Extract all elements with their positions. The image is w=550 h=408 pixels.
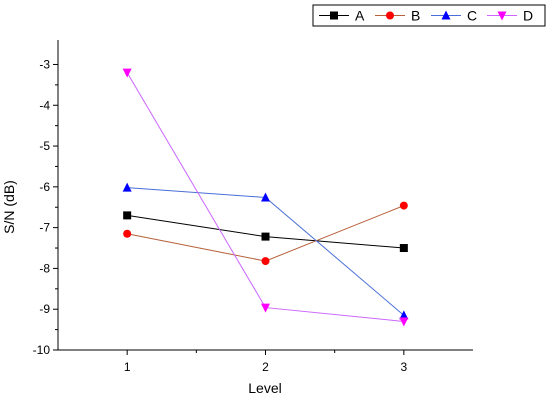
- data-point-b: [261, 257, 270, 266]
- data-point-d: [261, 303, 270, 313]
- series-b: [123, 201, 408, 266]
- legend-marker-c: [441, 10, 451, 20]
- y-tick-label: -9: [39, 302, 50, 316]
- legend-label-d: D: [523, 8, 533, 24]
- y-tick-label: -4: [39, 98, 50, 112]
- legend-item-d: D: [487, 8, 533, 24]
- legend-item-a: A: [319, 8, 365, 24]
- y-tick-label: -10: [33, 343, 51, 357]
- data-point-d: [399, 317, 409, 327]
- data-point-a: [399, 244, 408, 253]
- data-point-c: [399, 310, 409, 320]
- legend-label-c: C: [467, 8, 477, 24]
- series-a: [123, 211, 408, 253]
- legend: A B C D: [312, 4, 546, 27]
- data-point-b: [399, 201, 408, 210]
- legend-item-b: B: [375, 8, 420, 24]
- legend-marker-a: [330, 11, 338, 20]
- legend-label-b: B: [411, 8, 420, 24]
- y-tick-label: -5: [39, 139, 50, 153]
- x-tick-label: 3: [400, 360, 407, 374]
- series-c: [122, 182, 409, 320]
- data-point-a: [261, 232, 270, 241]
- legend-marker-b: [386, 11, 394, 20]
- data-point-a: [123, 211, 132, 220]
- legend-box: [312, 4, 546, 27]
- data-point-b: [123, 229, 132, 238]
- x-axis-label: Level: [248, 380, 281, 396]
- axes: -10 -9 -8 -7 -6 -5 -4 -3 1 2 3: [33, 40, 473, 374]
- series-layer: [122, 68, 409, 327]
- legend-label-a: A: [355, 8, 365, 24]
- series-line-a: [127, 214, 404, 249]
- series-d: [122, 68, 409, 327]
- y-axis-label: S/N (dB): [1, 180, 17, 234]
- series-line-c: [127, 187, 405, 316]
- data-point-c: [261, 192, 270, 202]
- x-tick-label: 1: [124, 360, 131, 374]
- data-point-c: [122, 182, 132, 192]
- y-tick-label: -7: [39, 221, 50, 235]
- legend-marker-d: [497, 11, 507, 21]
- y-tick-label: -8: [39, 261, 50, 275]
- legend-item-c: C: [431, 8, 477, 24]
- x-tick-label: 2: [262, 360, 269, 374]
- y-tick-label: -3: [39, 57, 50, 71]
- y-tick-label: -6: [39, 180, 50, 194]
- data-point-d: [122, 68, 132, 78]
